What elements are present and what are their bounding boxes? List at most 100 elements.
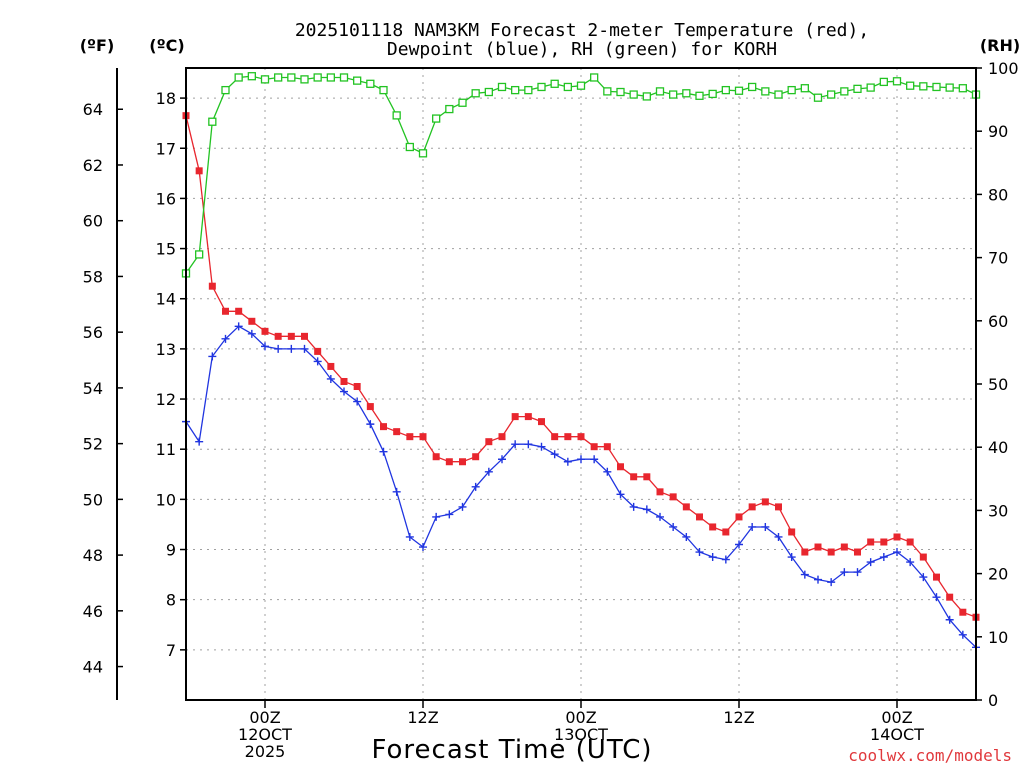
rh-point	[813, 93, 823, 102]
dewpoint-point	[300, 344, 309, 353]
rh-point	[800, 84, 809, 93]
fahrenheit-tick-label: 56	[83, 323, 103, 342]
temperature-point	[603, 443, 611, 451]
rh-tick-label: 70	[988, 249, 1008, 268]
temperature-point	[775, 503, 782, 511]
dewpoint-point	[932, 593, 941, 602]
x-axis-label: Forecast Time (UTC)	[371, 735, 652, 765]
fahrenheit-tick-label: 58	[83, 267, 103, 286]
rh-point	[932, 82, 941, 92]
fahrenheit-tick-label: 48	[83, 546, 103, 565]
rh-point	[550, 79, 559, 88]
fahrenheit-tick-label: 60	[83, 212, 103, 231]
dewpoint-point	[458, 502, 467, 511]
rh-tick-label: 0	[988, 691, 998, 710]
celsius-tick-label: 13	[156, 340, 176, 359]
temperature-point	[854, 548, 861, 556]
rh-point	[853, 84, 862, 94]
chart-title-line1: 2025101118 NAM3KM Forecast 2-meter Tempe…	[295, 20, 869, 41]
dewpoint-point	[392, 487, 401, 496]
dewpoint-point	[432, 512, 441, 521]
temperature-point	[459, 458, 466, 466]
temperature-point	[366, 403, 374, 411]
dewpoint-point	[866, 558, 875, 567]
dewpoint-point	[195, 437, 204, 446]
dewpoint-point	[340, 387, 348, 396]
temperature-point	[946, 593, 954, 601]
rh-point	[326, 73, 335, 82]
fahrenheit-tick-label: 54	[83, 379, 103, 398]
rh-point	[313, 73, 322, 82]
temperature-point	[906, 538, 914, 546]
rh-point	[682, 89, 691, 98]
rh-point	[642, 92, 651, 101]
x-tick-label: 12Z	[723, 708, 754, 727]
dewpoint-point	[419, 543, 427, 552]
temperature-point	[314, 347, 322, 355]
temperature-point	[406, 433, 414, 441]
dewpoint-point	[287, 344, 296, 353]
rh-tick-label: 80	[988, 185, 1008, 204]
dewpoint-point	[735, 540, 743, 549]
dewpoint-point	[366, 420, 375, 429]
dewpoint-point	[234, 322, 243, 331]
temperature-point	[445, 458, 453, 466]
rh-point	[563, 82, 572, 92]
rh-point	[458, 98, 467, 107]
dewpoint-point	[208, 352, 217, 361]
celsius-tick-label: 16	[156, 189, 176, 208]
temperature-point	[551, 433, 559, 441]
temperature-point	[327, 362, 335, 370]
temperature-point	[524, 413, 532, 421]
celsius-tick-label: 10	[156, 490, 176, 509]
dewpoint-point	[814, 575, 822, 584]
rh-point	[511, 85, 520, 95]
fahrenheit-tick-label: 46	[83, 602, 103, 621]
celsius-tick-label: 18	[156, 89, 176, 108]
temperature-point	[656, 488, 664, 496]
rh-point	[524, 85, 533, 95]
rh-point	[840, 87, 849, 96]
dewpoint-point	[616, 490, 625, 499]
rh-point	[669, 90, 678, 99]
rh-point	[353, 76, 362, 85]
dewpoint-point	[590, 455, 599, 464]
celsius-tick-label: 8	[166, 591, 176, 610]
rh-point	[721, 85, 730, 95]
dewpoint-point	[748, 522, 757, 531]
dewpoint-point	[471, 482, 480, 491]
fahrenheit-tick-label: 50	[83, 490, 103, 509]
rh-tick-label: 50	[988, 375, 1008, 394]
fahrenheit-tick-label: 52	[83, 435, 103, 454]
rh-tick-label: 90	[988, 122, 1008, 141]
dewpoint-point	[840, 568, 849, 577]
plot-frame	[185, 67, 977, 701]
celsius-tick-label: 15	[156, 240, 176, 259]
rh-tick-label: 100	[988, 59, 1019, 78]
dewpoint-point	[563, 457, 572, 466]
fahrenheit-tick-label: 64	[83, 100, 103, 119]
temperature-point	[472, 453, 480, 461]
rh-point	[379, 85, 388, 95]
temperature-point	[801, 548, 809, 556]
rh-point	[195, 250, 204, 259]
dewpoint-point	[893, 548, 901, 557]
rh-point	[708, 89, 717, 99]
dewpoint-point	[326, 374, 335, 383]
rh-axis-unit: (RH)	[980, 36, 1020, 55]
temperature-line	[185, 115, 977, 618]
dewpoint-point	[774, 532, 783, 541]
temperature-point	[827, 548, 835, 556]
temperature-point	[564, 433, 572, 441]
dewpoint-point	[379, 447, 388, 456]
celsius-tick-label: 17	[156, 139, 176, 158]
dewpoint-point	[958, 630, 967, 639]
temperature-point	[788, 528, 796, 536]
rh-point	[734, 86, 744, 95]
x-tick-label: 2025	[245, 742, 286, 761]
rh-point	[827, 90, 836, 99]
dewpoint-point	[906, 558, 915, 567]
temperature-point	[419, 433, 427, 441]
rh-point	[484, 87, 493, 97]
fahrenheit-tick-label: 44	[83, 658, 103, 677]
